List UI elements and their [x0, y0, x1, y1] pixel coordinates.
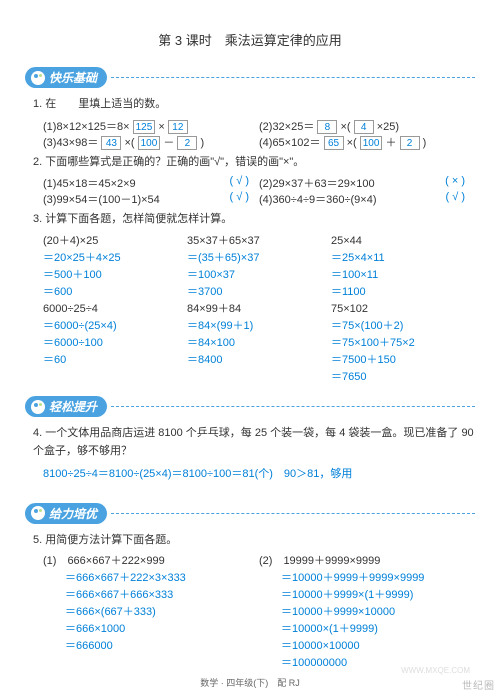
section-basic-label: 快乐基础	[49, 69, 97, 86]
section-advanced-tab: 给力培优	[25, 503, 107, 524]
q3-c5: 84×99＋84 ＝84×(99＋1) ＝84×100 ＝8400	[187, 301, 331, 386]
q3-c1: (20＋4)×25 ＝20×25＋4×25 ＝500＋100 ＝600	[43, 233, 187, 301]
q2-p3: (3)99×54＝(100－1)×54 ( √ )	[43, 191, 259, 207]
answer-mark: ( √ )	[230, 191, 249, 203]
answer-box: 2	[400, 136, 420, 150]
answer-mark: ( √ )	[230, 175, 249, 187]
q4-stem: 4. 一个文体用品商店运进 8100 个乒乓球，每 25 个装一袋，每 4 袋装…	[33, 425, 475, 460]
q2-p1: (1)45×18＝45×2×9 ( √ )	[43, 175, 259, 191]
lesson-title: 第 3 课时 乘法运算定律的应用	[25, 30, 475, 49]
q3-c6: 75×102 ＝75×(100＋2) ＝75×100＋75×2 ＝7500＋15…	[331, 301, 475, 386]
watermark: 世纪圈	[462, 677, 495, 692]
page-footer: 数学 · 四年级(下) 配 RJ	[25, 676, 475, 689]
url-watermark: WWW.MXQE.COM	[401, 666, 470, 675]
q2-p4: (4)360÷4÷9＝360÷(9×4) ( √ )	[259, 191, 475, 207]
answer-box: 43	[101, 136, 121, 150]
answer-box: 2	[177, 136, 197, 150]
divider	[111, 513, 475, 514]
answer-box: 125	[133, 120, 156, 134]
answer-box: 100	[138, 136, 161, 150]
q2-p2: (2)29×37＋63＝29×100 ( × )	[259, 175, 475, 191]
q1-p4: (4)65×102＝ 65 ×( 100 ＋ 2 )	[259, 134, 475, 150]
leaf-icon	[31, 71, 45, 85]
divider	[111, 77, 475, 78]
q5-c1: (1) 666×667＋222×999 ＝666×667＋222×3×333 ＝…	[43, 553, 259, 672]
answer-box: 8	[317, 120, 337, 134]
answer-mark: ( √ )	[446, 191, 465, 203]
section-advanced-header: 给力培优	[25, 503, 475, 524]
answer-box: 4	[354, 120, 374, 134]
q5-c2: (2) 19999＋9999×9999 ＝10000＋9999＋9999×999…	[259, 553, 475, 672]
q2-stem: 2. 下面哪些算式是正确的？正确的画"√"，错误的画"×"。	[33, 154, 475, 172]
section-basic-header: 快乐基础	[25, 67, 475, 88]
answer-box: 12	[168, 120, 188, 134]
section-advanced-label: 给力培优	[49, 505, 97, 522]
leaf-icon	[31, 400, 45, 414]
section-basic-tab: 快乐基础	[25, 67, 107, 88]
q3-c3: 25×44 ＝25×4×11 ＝100×11 ＝1100	[331, 233, 475, 301]
q3-c2: 35×37＋65×37 ＝(35＋65)×37 ＝100×37 ＝3700	[187, 233, 331, 301]
divider	[111, 406, 475, 407]
q1-stem: 1. 在 里填上适当的数。	[33, 96, 475, 114]
section-improve-tab: 轻松提升	[25, 396, 107, 417]
q3-c4: 6000÷25÷4 ＝6000÷(25×4) ＝6000÷100 ＝60	[43, 301, 187, 386]
q5-stem: 5. 用简便方法计算下面各题。	[33, 532, 475, 550]
q1-p3: (3)43×98＝ 43 ×( 100 － 2 )	[43, 134, 259, 150]
answer-box: 65	[324, 136, 344, 150]
leaf-icon	[31, 506, 45, 520]
q4-work: 8100÷25÷4＝8100÷(25×4)＝8100÷100＝81(个) 90＞…	[43, 465, 475, 481]
section-improve-label: 轻松提升	[49, 398, 97, 415]
q1-p2: (2)32×25＝ 8 ×( 4 ×25)	[259, 118, 475, 134]
q1-p1: (1)8×12×125＝8× 125 × 12	[43, 118, 259, 134]
answer-box: 100	[360, 136, 383, 150]
answer-mark: ( × )	[445, 175, 465, 187]
section-improve-header: 轻松提升	[25, 396, 475, 417]
q3-stem: 3. 计算下面各题，怎样简便就怎样计算。	[33, 211, 475, 229]
